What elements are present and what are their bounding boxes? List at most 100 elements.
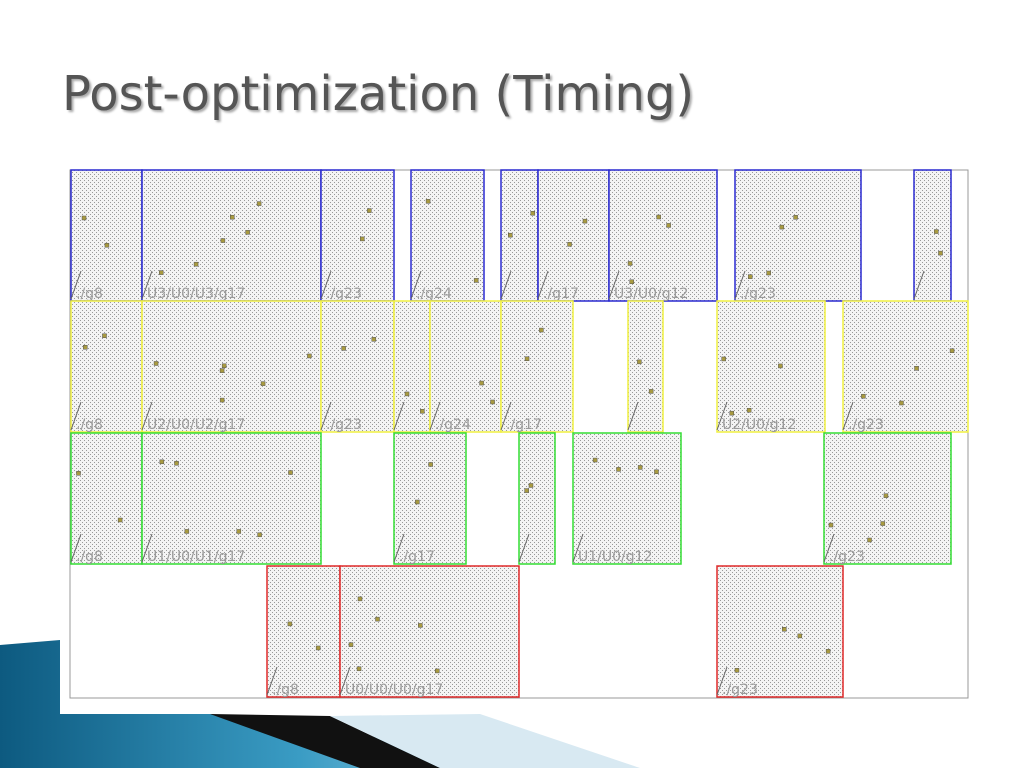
pin [81,215,87,221]
pin [357,596,363,602]
pin-wire [339,666,351,696]
pin [341,346,346,351]
cell-label: ./g8 [76,549,103,565]
pin-wire [70,270,82,300]
pin [371,337,377,342]
pin [883,493,889,498]
cell [500,169,539,302]
pin [721,356,726,362]
cell-label: ./g17 [543,286,579,302]
cell-label: ./g23 [740,286,776,302]
pin [747,274,753,279]
pin [530,211,536,216]
pin [245,230,250,235]
pin [367,208,372,213]
pin [76,471,81,476]
pin-wire [842,401,854,431]
cell [500,300,574,433]
cell-label: ./g24 [435,417,471,433]
pin [428,462,433,467]
cell [734,169,862,302]
cell-label: ./g23 [326,417,362,433]
pin [528,483,534,488]
pin-wire [141,533,153,563]
pin [479,380,484,386]
pin [404,391,410,397]
pin [524,356,530,361]
pin [418,623,423,628]
cell-label: ./g8 [76,417,103,433]
pin [221,363,227,369]
pin-wire [537,270,549,300]
pin [825,649,831,654]
pin [880,521,886,526]
cell [608,169,718,302]
pin-wire [572,533,584,563]
pin [473,278,479,283]
cell [320,300,395,433]
pin [288,470,293,475]
pin [627,261,633,266]
pin-wire [608,270,620,300]
pin [797,633,803,639]
pin-wire [70,533,82,563]
cell-label: U1/U0/U1/g17 [147,549,245,565]
pin [582,218,588,224]
pin [539,327,544,333]
cell-label: ./g17 [506,417,542,433]
pin [174,460,179,466]
pin [315,645,321,651]
pin-wire [141,401,153,431]
cell-label: ./g23 [722,682,758,698]
pin [778,363,783,369]
cell [410,169,485,302]
pin [220,238,226,243]
pin [159,459,165,465]
pin-wire [320,401,332,431]
pin-wire [393,401,405,431]
cell-label: U0/U0/U0/g17 [345,682,443,698]
cell-label: ./g23 [829,549,865,565]
slide-title: Post-optimization (Timing) [62,66,694,122]
cell [429,300,502,433]
pin [425,199,431,204]
pin [153,361,159,366]
pin [415,499,420,505]
cell-label: ./g23 [326,286,362,302]
cell [141,300,322,433]
pin [666,223,671,228]
pin-wire [734,270,746,300]
pin-wire [500,270,512,300]
cell [572,432,682,565]
cell [627,300,664,433]
cell [913,169,952,302]
cells: ./g8 U3/U0/U3/g17 ./g23 ./g24 ./g17 U3/U0/g12… [70,169,969,698]
decor-stripe [210,714,440,768]
pin-wire [70,401,82,431]
pin [348,642,354,647]
cell [393,300,431,433]
cell-label: ./g8 [76,286,103,302]
cell-label: U1/U0/g12 [578,549,652,565]
pin-wire [518,533,530,563]
pin [83,345,88,350]
cell-label: ./g17 [399,549,435,565]
pin [899,400,904,406]
pin-wire [716,666,728,696]
cell [70,432,143,565]
pin [867,537,872,543]
pin [490,399,495,405]
pin [782,627,787,632]
pin [828,522,834,528]
decor-light [330,714,640,768]
pin [159,270,164,275]
pin-wire [141,270,153,300]
pin [356,666,362,672]
pin-wire [393,533,405,563]
pin [779,224,785,230]
pin [257,532,262,538]
pin [734,668,740,673]
pin-wire [913,270,925,300]
pin [592,457,598,463]
cell [537,169,610,302]
